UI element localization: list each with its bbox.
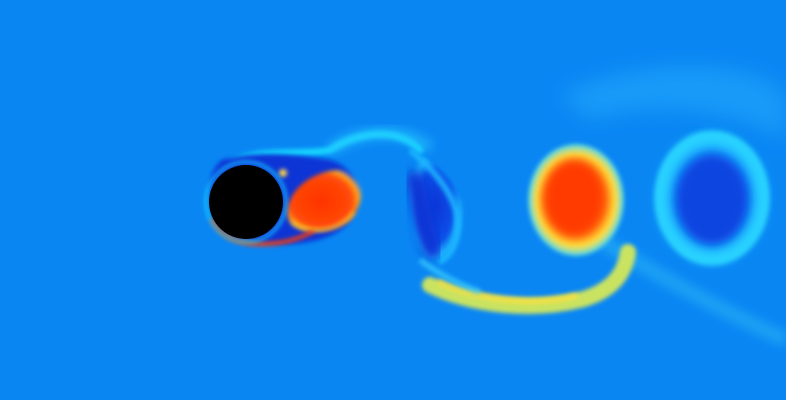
negative-vortex-far [654,130,770,266]
far-wake-haze [560,66,786,140]
circular-cylinder [209,165,283,239]
descending-filament [418,257,481,295]
positive-vortex-mid [528,144,624,256]
separation-speck [279,169,287,177]
cyan-trailing-filament [596,233,786,347]
cylinder-outline [204,160,288,244]
yellow-filament [422,244,636,314]
attached-positive-vortex [287,170,362,232]
negative-vortex-near [406,147,464,265]
